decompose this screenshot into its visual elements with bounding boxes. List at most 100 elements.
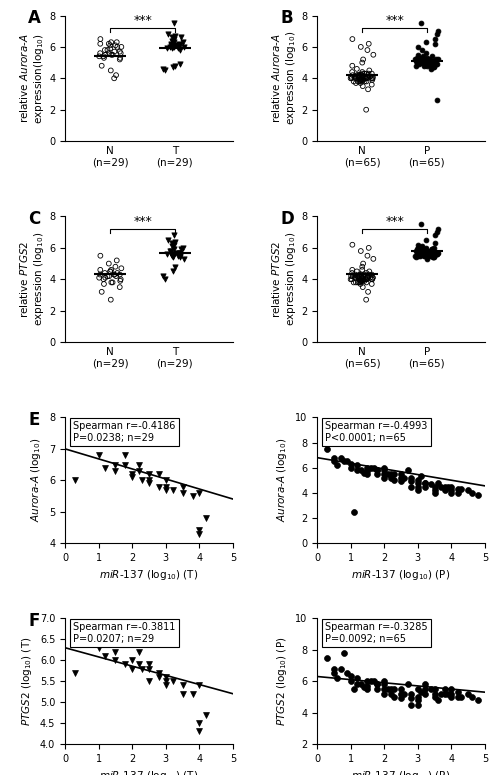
Text: Spearman r=-0.4993
P<0.0001; n=65: Spearman r=-0.4993 P<0.0001; n=65 <box>326 421 428 443</box>
Point <box>474 489 482 501</box>
Point <box>164 43 172 55</box>
Point <box>438 687 446 700</box>
Point <box>380 468 388 480</box>
Point <box>434 694 442 706</box>
Point <box>430 683 438 695</box>
Point <box>364 268 372 281</box>
Point <box>426 248 434 260</box>
Point <box>96 264 104 276</box>
Point <box>354 270 362 282</box>
Point <box>357 245 365 257</box>
Point <box>374 464 382 477</box>
Point <box>430 57 438 69</box>
Point <box>360 268 368 281</box>
Point <box>421 245 429 257</box>
Point <box>360 467 368 479</box>
Point <box>369 271 377 284</box>
Point <box>424 253 432 265</box>
Point <box>166 37 174 50</box>
Point <box>364 270 372 282</box>
Point <box>353 63 361 75</box>
Point <box>413 52 421 64</box>
Point <box>102 49 110 61</box>
Point <box>420 687 428 700</box>
Point <box>370 49 378 61</box>
Point <box>438 480 446 493</box>
Point <box>145 477 153 490</box>
Point <box>355 276 363 288</box>
Point <box>380 464 388 477</box>
Point <box>368 277 376 290</box>
Y-axis label: relative $\it{Aurora}$-$\it{A}$
expression (log$_{10}$): relative $\it{Aurora}$-$\it{A}$ expressi… <box>270 31 298 126</box>
Point <box>433 58 441 71</box>
Point <box>355 271 363 284</box>
Point <box>102 650 110 663</box>
Point <box>169 248 177 260</box>
Point <box>352 72 360 84</box>
Point <box>352 268 360 281</box>
Point <box>428 243 436 256</box>
Point <box>416 55 424 67</box>
Point <box>420 480 428 493</box>
Point <box>430 250 438 262</box>
Point <box>202 708 210 721</box>
Point <box>422 52 430 64</box>
Point <box>110 268 118 281</box>
Point <box>362 72 370 84</box>
Point <box>424 248 432 260</box>
Point <box>348 239 356 251</box>
Point <box>96 250 104 262</box>
Point <box>422 36 430 48</box>
Point <box>364 250 372 262</box>
Point <box>352 276 360 288</box>
Point <box>354 75 362 88</box>
Point <box>355 71 363 83</box>
Text: Spearman r=-0.3811
P=0.0207; n=29: Spearman r=-0.3811 P=0.0207; n=29 <box>74 622 176 644</box>
Point <box>374 464 382 477</box>
Point <box>168 675 176 687</box>
Point <box>364 286 372 298</box>
Point <box>346 675 354 687</box>
Point <box>422 57 430 69</box>
Point <box>414 698 422 711</box>
Point <box>422 53 430 66</box>
Point <box>336 451 344 463</box>
Point <box>168 250 176 262</box>
Point <box>364 461 372 474</box>
Point <box>364 271 372 284</box>
Point <box>159 270 167 282</box>
Point <box>366 271 374 284</box>
Point <box>355 270 363 282</box>
Point <box>414 683 422 695</box>
Point <box>346 273 354 285</box>
Point <box>333 459 341 471</box>
Point <box>352 77 360 89</box>
Point <box>359 80 367 92</box>
Point <box>414 477 422 489</box>
Point <box>430 246 438 259</box>
Point <box>110 268 118 281</box>
Point <box>428 243 436 256</box>
Point <box>138 663 146 675</box>
Point <box>177 31 185 43</box>
Point <box>384 683 392 695</box>
Point <box>359 257 367 270</box>
Point <box>100 50 108 63</box>
Point <box>168 240 175 253</box>
Point <box>116 47 124 60</box>
Point <box>374 678 382 691</box>
Point <box>352 71 360 83</box>
Point <box>351 71 359 83</box>
Point <box>387 468 395 480</box>
Point <box>108 276 116 288</box>
Point <box>128 468 136 480</box>
Point <box>78 633 86 646</box>
Point <box>174 37 182 50</box>
Point <box>356 276 364 288</box>
Point <box>430 242 438 254</box>
Point <box>169 250 177 262</box>
Point <box>347 71 355 83</box>
Point <box>358 270 366 282</box>
Point <box>417 686 425 698</box>
Point <box>363 271 371 284</box>
